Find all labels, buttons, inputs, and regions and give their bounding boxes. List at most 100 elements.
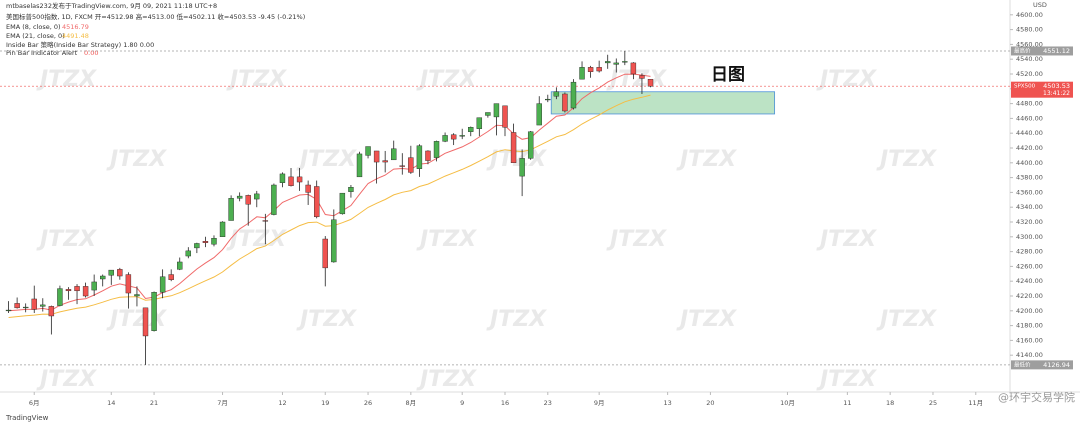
price-label-value: 4503.53 xyxy=(1043,82,1070,90)
candle-body xyxy=(639,75,645,79)
x-tick-label: 26 xyxy=(364,399,372,407)
candle-body xyxy=(391,148,397,161)
candle-body xyxy=(117,269,123,277)
candle-body xyxy=(399,165,405,167)
candle-body xyxy=(587,67,594,72)
y-tick-label: 4220.00 xyxy=(1016,292,1043,300)
candle-body xyxy=(322,238,328,269)
candle-body xyxy=(527,131,534,159)
candle-body xyxy=(279,173,286,183)
candle-body xyxy=(356,153,363,178)
watermark: JTZX xyxy=(106,307,167,332)
x-tick-label: 19 xyxy=(321,399,329,407)
candle-body xyxy=(40,304,46,307)
candle-body xyxy=(510,132,517,164)
pin-bar-legend: Pin Bar Indicator Alert xyxy=(6,49,78,57)
candle-body xyxy=(408,157,414,173)
candle-body xyxy=(219,221,226,238)
candle-body xyxy=(57,288,63,306)
watermark: JTZX xyxy=(226,67,287,92)
price-label-name: SPX500 xyxy=(1014,84,1036,90)
y-tick-label: 4580.00 xyxy=(1016,26,1043,34)
y-tick-label: 4540.00 xyxy=(1016,55,1043,63)
x-tick-label: 12 xyxy=(278,399,286,407)
candle-body xyxy=(108,269,114,276)
price-countdown: 13:41:22 xyxy=(1043,90,1070,97)
legend-value: 4516.79 xyxy=(62,23,89,31)
candle-body xyxy=(65,289,72,292)
watermark: JTZX xyxy=(296,147,357,172)
watermark: JTZX xyxy=(816,67,877,92)
x-tick-label: 21 xyxy=(150,399,158,407)
legend-name: EMA (8, close, 0) xyxy=(6,23,61,31)
candle-body xyxy=(493,103,500,118)
watermark: JTZX xyxy=(416,227,477,252)
candle-body xyxy=(100,275,106,280)
candle-body xyxy=(459,135,465,137)
candle-body xyxy=(74,286,80,292)
watermark: JTZX xyxy=(816,367,877,392)
candle-body xyxy=(202,241,209,243)
candle-body xyxy=(553,91,560,97)
y-tick-label: 4600.00 xyxy=(1016,11,1043,19)
watermark: JTZX xyxy=(416,67,477,92)
annotation: 日图 xyxy=(711,65,745,85)
y-tick-label: 4240.00 xyxy=(1016,277,1043,285)
candle-body xyxy=(168,274,174,280)
x-tick-label: 10月 xyxy=(780,399,795,407)
candle-body xyxy=(382,160,388,163)
y-tick-label: 4460.00 xyxy=(1016,114,1043,122)
candle-body xyxy=(630,62,637,75)
x-tick-label: 11月 xyxy=(968,399,983,407)
candle-body xyxy=(502,105,508,128)
candle-body xyxy=(82,286,89,297)
candle-body xyxy=(245,195,251,205)
y-tick-label: 4340.00 xyxy=(1016,203,1043,211)
watermark: JTZX xyxy=(486,307,547,332)
candle-body xyxy=(416,145,423,169)
price-label-value: 4551.12 xyxy=(1043,47,1070,55)
watermarks: JTZX JTZX JTZX JTZX JTZX JTZX JTZX JTZX JTZX JTZX… xyxy=(36,67,937,392)
candle-body xyxy=(177,261,183,270)
watermark: JTZX xyxy=(36,367,97,392)
watermark: JTZX xyxy=(36,227,97,252)
price-label-box xyxy=(1011,81,1073,98)
footer-source: @环宇交易学院 xyxy=(998,390,1075,404)
candle-body xyxy=(159,276,166,293)
legend-name: EMA (21, close, 0) xyxy=(6,32,65,40)
y-tick-label: 4520.00 xyxy=(1016,70,1043,78)
candle-body xyxy=(450,134,457,140)
x-tick-label: 9月 xyxy=(594,399,605,407)
footer-logo: TradingView xyxy=(5,414,49,422)
candle-body xyxy=(313,186,320,218)
candle-body xyxy=(442,135,448,142)
symbol-line: 美国标普500指数, 1D, FXCM 开=4512.98 高=4513.00 … xyxy=(6,12,305,21)
y-tick-label: 4300.00 xyxy=(1016,233,1043,241)
watermark: JTZX xyxy=(676,147,737,172)
candle-body xyxy=(271,184,277,215)
candle-body xyxy=(14,303,20,309)
y-tick-label: 4380.00 xyxy=(1016,174,1043,182)
candle-body xyxy=(211,238,217,245)
price-label-name: 最高价 xyxy=(1014,46,1031,54)
watermark: JTZX xyxy=(606,227,667,252)
candle-body xyxy=(254,193,260,200)
candle-body xyxy=(519,158,525,177)
watermark: JTZX xyxy=(676,307,737,332)
candle-body xyxy=(647,78,654,87)
price-label-name: 最低价 xyxy=(1014,360,1031,368)
candle-body xyxy=(288,176,294,186)
pin-bar-value: 0.00 xyxy=(84,49,98,57)
x-tick-label: 16 xyxy=(501,399,509,407)
x-tick-label: 11 xyxy=(843,399,851,407)
publisher: mtbaselas232发布于TradingView.com, 9月 09, 2… xyxy=(6,1,217,10)
candle-body xyxy=(228,198,234,221)
candle-body xyxy=(5,309,12,312)
y-tick-label: 4420.00 xyxy=(1016,144,1043,152)
y-tick-label: 4440.00 xyxy=(1016,129,1043,137)
ema-line xyxy=(8,73,651,312)
x-tick-label: 18 xyxy=(886,399,894,407)
candle-body xyxy=(125,274,132,294)
candle-body xyxy=(151,292,157,331)
candle-body xyxy=(605,61,611,64)
